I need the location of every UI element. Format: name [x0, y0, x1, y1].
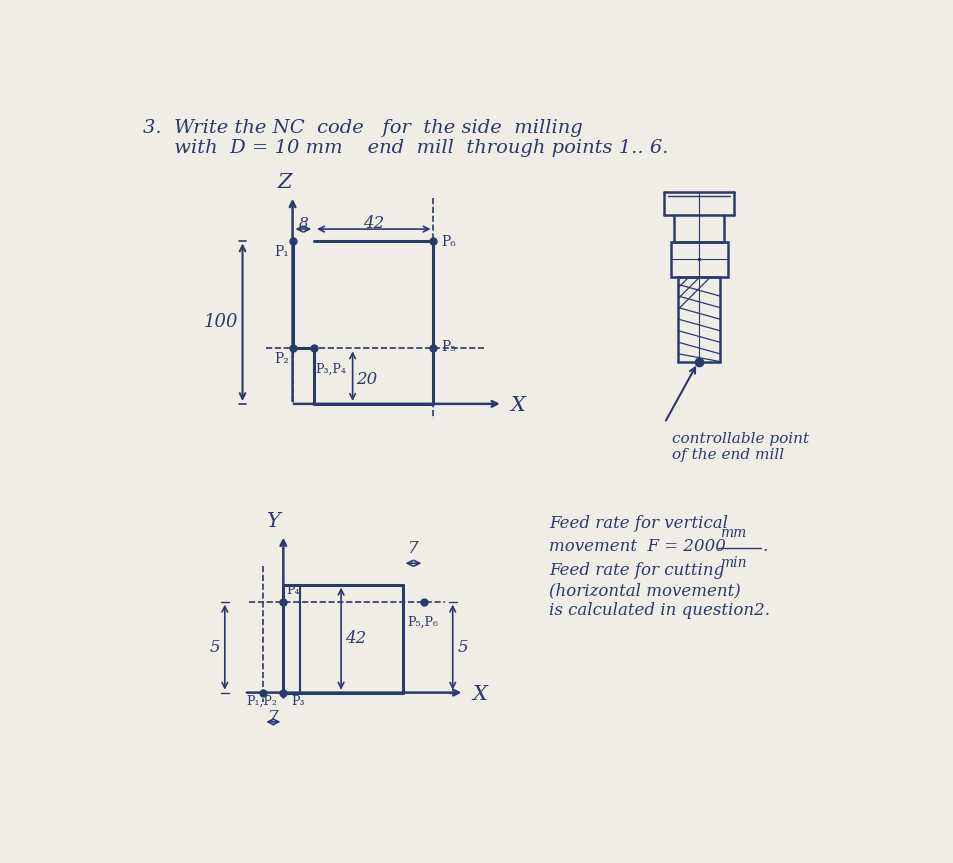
- Text: 5: 5: [210, 639, 220, 656]
- Text: of the end mill: of the end mill: [672, 449, 783, 463]
- Text: P₃,P₄: P₃,P₄: [315, 362, 346, 375]
- Text: P₅: P₅: [440, 340, 456, 354]
- Text: X: X: [510, 396, 525, 415]
- Text: 3.  Write the NC  code   for  the side  milling: 3. Write the NC code for the side millin…: [143, 119, 582, 137]
- Text: .: .: [761, 538, 767, 555]
- Text: Z: Z: [277, 173, 292, 192]
- Text: P₆: P₆: [440, 235, 456, 249]
- Text: 8: 8: [298, 217, 308, 230]
- Text: 100: 100: [203, 313, 237, 331]
- Text: min: min: [720, 556, 745, 570]
- Text: 5: 5: [456, 639, 468, 656]
- Text: 7: 7: [408, 540, 418, 557]
- Text: P₁: P₁: [274, 245, 289, 259]
- Text: movement  F = 2000: movement F = 2000: [548, 538, 725, 555]
- Text: controllable point: controllable point: [672, 432, 808, 445]
- Text: mm: mm: [720, 526, 745, 540]
- Text: P₅,P₆: P₅,P₆: [407, 615, 437, 628]
- Text: Feed rate for vertical: Feed rate for vertical: [548, 514, 727, 532]
- Text: P₄: P₄: [286, 584, 299, 597]
- Text: 42: 42: [345, 630, 366, 647]
- Text: is calculated in question2.: is calculated in question2.: [548, 602, 769, 620]
- Text: (horizontal movement): (horizontal movement): [548, 583, 740, 600]
- Text: Feed rate for cutting: Feed rate for cutting: [548, 563, 723, 579]
- Text: X: X: [472, 684, 486, 703]
- Text: 42: 42: [362, 215, 384, 232]
- Text: P₃: P₃: [291, 695, 304, 708]
- Text: P₂: P₂: [274, 351, 289, 366]
- Text: with  D = 10 mm    end  mill  through points 1.. 6.: with D = 10 mm end mill through points 1…: [143, 139, 668, 157]
- Text: 7: 7: [268, 709, 278, 727]
- Text: P₁,P₂: P₁,P₂: [246, 695, 277, 708]
- Text: Y: Y: [267, 512, 281, 531]
- Text: 20: 20: [356, 371, 377, 388]
